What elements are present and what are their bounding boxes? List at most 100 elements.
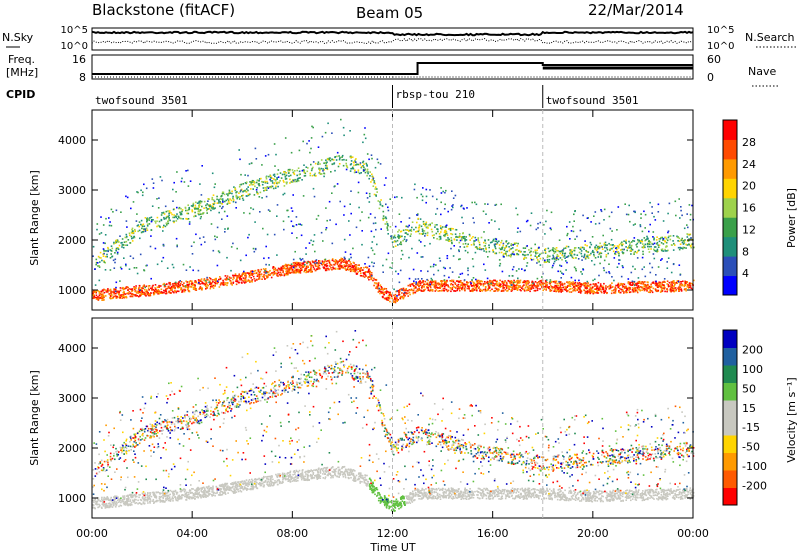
range-cell — [244, 272, 247, 275]
range-cell — [427, 227, 429, 229]
range-cell — [366, 266, 369, 269]
range-cell — [649, 289, 652, 292]
range-cell — [545, 281, 547, 283]
freq-line — [92, 62, 693, 75]
range-cell — [297, 262, 300, 264]
range-cell — [357, 171, 360, 173]
range-cell — [100, 297, 103, 300]
range-cell — [278, 273, 281, 276]
range-cell — [527, 253, 529, 256]
range-cell — [588, 290, 591, 292]
range-cell — [424, 224, 426, 227]
range-cell — [293, 265, 295, 267]
range-cell — [678, 237, 681, 240]
range-cell — [359, 270, 361, 272]
range-cell — [212, 284, 215, 287]
range-cell — [537, 282, 539, 284]
range-cell — [653, 242, 656, 245]
range-cell — [683, 227, 686, 230]
range-cell — [187, 289, 190, 292]
range-cell — [312, 240, 315, 243]
range-cell — [634, 290, 636, 293]
range-cell — [679, 243, 682, 245]
range-cell — [510, 280, 513, 282]
range-cell — [212, 249, 215, 252]
range-cell — [521, 268, 523, 270]
range-cell — [267, 271, 270, 273]
range-cell — [461, 288, 464, 291]
range-cell — [179, 217, 181, 220]
range-cell — [113, 289, 115, 291]
range-cell — [559, 282, 561, 284]
range-cell — [348, 258, 351, 260]
range-cell — [226, 215, 229, 217]
range-cell — [450, 208, 453, 211]
range-cell — [418, 225, 421, 227]
range-cell — [676, 236, 679, 239]
range-cell — [630, 253, 632, 255]
range-cell — [458, 276, 460, 278]
range-cell — [610, 238, 613, 241]
range-cell — [234, 189, 237, 192]
range-cell — [516, 252, 518, 255]
range-cell — [664, 248, 666, 251]
range-cell — [618, 284, 620, 287]
range-cell — [355, 266, 358, 268]
range-cell — [205, 288, 207, 290]
range-cell — [686, 236, 689, 238]
range-cell — [598, 289, 600, 292]
range-cell — [276, 204, 279, 206]
range-cell — [552, 247, 554, 249]
range-cell — [527, 289, 530, 291]
range-cell — [495, 240, 498, 242]
range-cell — [250, 183, 252, 185]
range-cell — [318, 264, 321, 267]
range-cell — [260, 177, 262, 180]
range-cell — [180, 180, 183, 183]
range-cell — [277, 275, 279, 277]
range-cell — [491, 288, 493, 291]
range-cell — [475, 239, 478, 241]
range-cell — [329, 265, 331, 267]
range-cell — [371, 241, 374, 243]
range-cell — [109, 288, 112, 291]
range-cell — [454, 194, 457, 197]
range-cell — [526, 288, 529, 291]
range-cell — [664, 290, 666, 293]
range-cell — [240, 173, 242, 176]
range-cell — [557, 287, 560, 289]
range-cell — [640, 213, 642, 215]
range-cell — [469, 281, 472, 283]
range-cell — [324, 264, 326, 267]
range-cell — [652, 253, 655, 255]
range-cell — [639, 225, 642, 228]
range-cell — [394, 236, 397, 239]
range-cell — [247, 194, 250, 197]
range-cell — [572, 284, 574, 286]
range-cell — [163, 213, 166, 215]
range-cell — [96, 298, 99, 300]
range-cell — [101, 297, 104, 300]
range-cell — [641, 246, 644, 249]
range-cell — [510, 253, 513, 256]
range-cell — [230, 281, 233, 284]
range-cell — [460, 281, 463, 284]
range-cell — [621, 248, 624, 251]
range-cell — [577, 247, 580, 249]
range-cell — [617, 282, 620, 285]
range-cell — [447, 210, 449, 213]
range-cell — [402, 288, 405, 291]
range-cell — [689, 282, 691, 284]
range-cell — [561, 290, 564, 292]
range-cell — [512, 283, 514, 285]
range-cell — [688, 233, 690, 236]
range-cell — [671, 286, 673, 289]
range-cell — [601, 248, 604, 250]
range-cell — [421, 290, 424, 292]
range-cell — [188, 281, 190, 283]
range-cell — [303, 270, 305, 273]
range-cell — [120, 268, 123, 270]
range-cell — [525, 283, 527, 286]
range-cell — [678, 288, 680, 290]
range-cell — [291, 232, 293, 234]
